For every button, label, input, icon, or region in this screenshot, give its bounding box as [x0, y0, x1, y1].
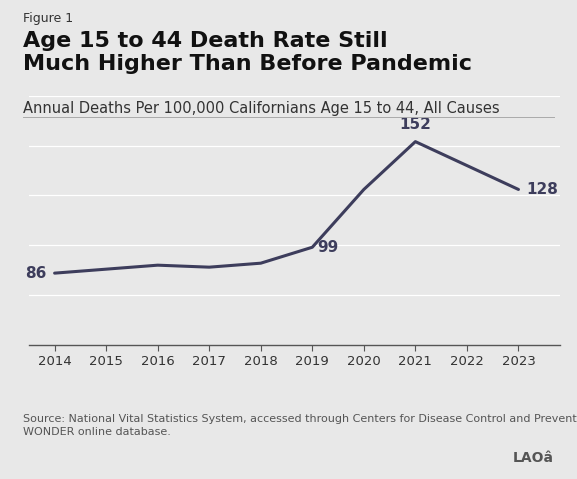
Text: Age 15 to 44 Death Rate Still
Much Higher Than Before Pandemic: Age 15 to 44 Death Rate Still Much Highe… — [23, 31, 472, 74]
Text: Annual Deaths Per 100,000 Californians Age 15 to 44, All Causes: Annual Deaths Per 100,000 Californians A… — [23, 101, 500, 115]
Text: Figure 1: Figure 1 — [23, 12, 73, 25]
Text: LAOâ: LAOâ — [513, 451, 554, 465]
Text: 128: 128 — [526, 182, 558, 197]
Text: Source: National Vital Statistics System, accessed through Centers for Disease C: Source: National Vital Statistics System… — [23, 414, 577, 437]
Text: 152: 152 — [399, 117, 432, 132]
Text: 99: 99 — [317, 240, 339, 255]
Text: 86: 86 — [25, 266, 47, 281]
